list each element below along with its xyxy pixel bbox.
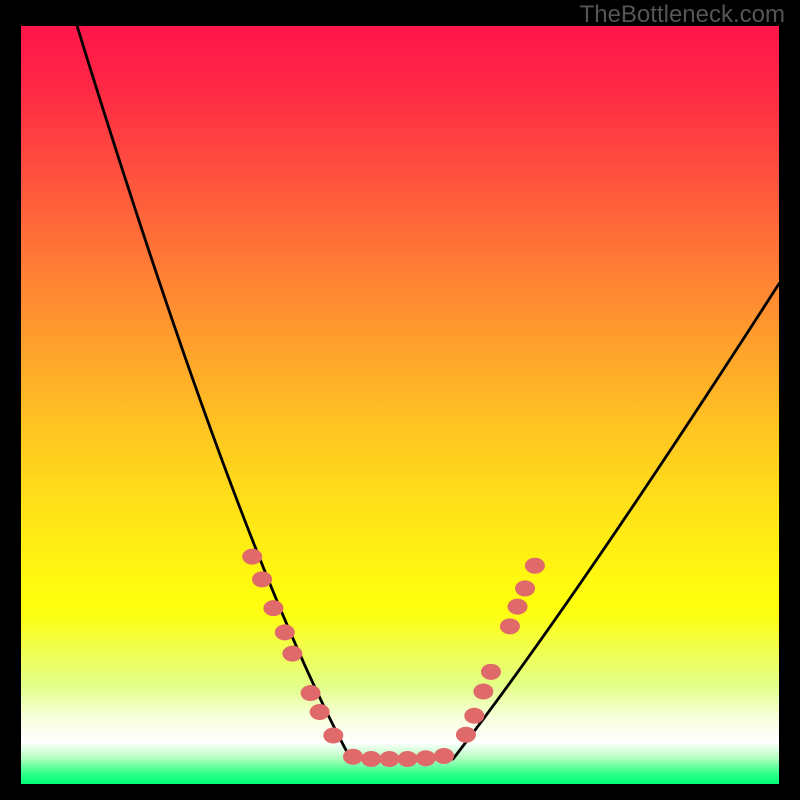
data-marker [323,727,343,743]
data-marker [434,748,454,764]
data-marker [398,751,418,767]
chart-frame: TheBottleneck.com [0,0,800,800]
data-marker [473,684,493,700]
watermark-text: TheBottleneck.com [580,1,785,29]
data-marker [416,750,436,766]
plot-area [21,26,779,784]
data-marker [464,708,484,724]
data-marker [252,571,272,587]
data-marker [282,646,302,662]
gradient-background [21,26,779,784]
data-marker [500,618,520,634]
data-marker [343,749,363,765]
data-marker [275,624,295,640]
plot-svg [21,26,779,784]
data-marker [242,549,262,565]
data-marker [525,558,545,574]
data-marker [310,704,330,720]
data-marker [361,751,381,767]
data-marker [379,751,399,767]
data-marker [301,685,321,701]
data-marker [481,664,501,680]
data-marker [263,600,283,616]
data-marker [456,727,476,743]
data-marker [507,599,527,615]
data-marker [515,580,535,596]
